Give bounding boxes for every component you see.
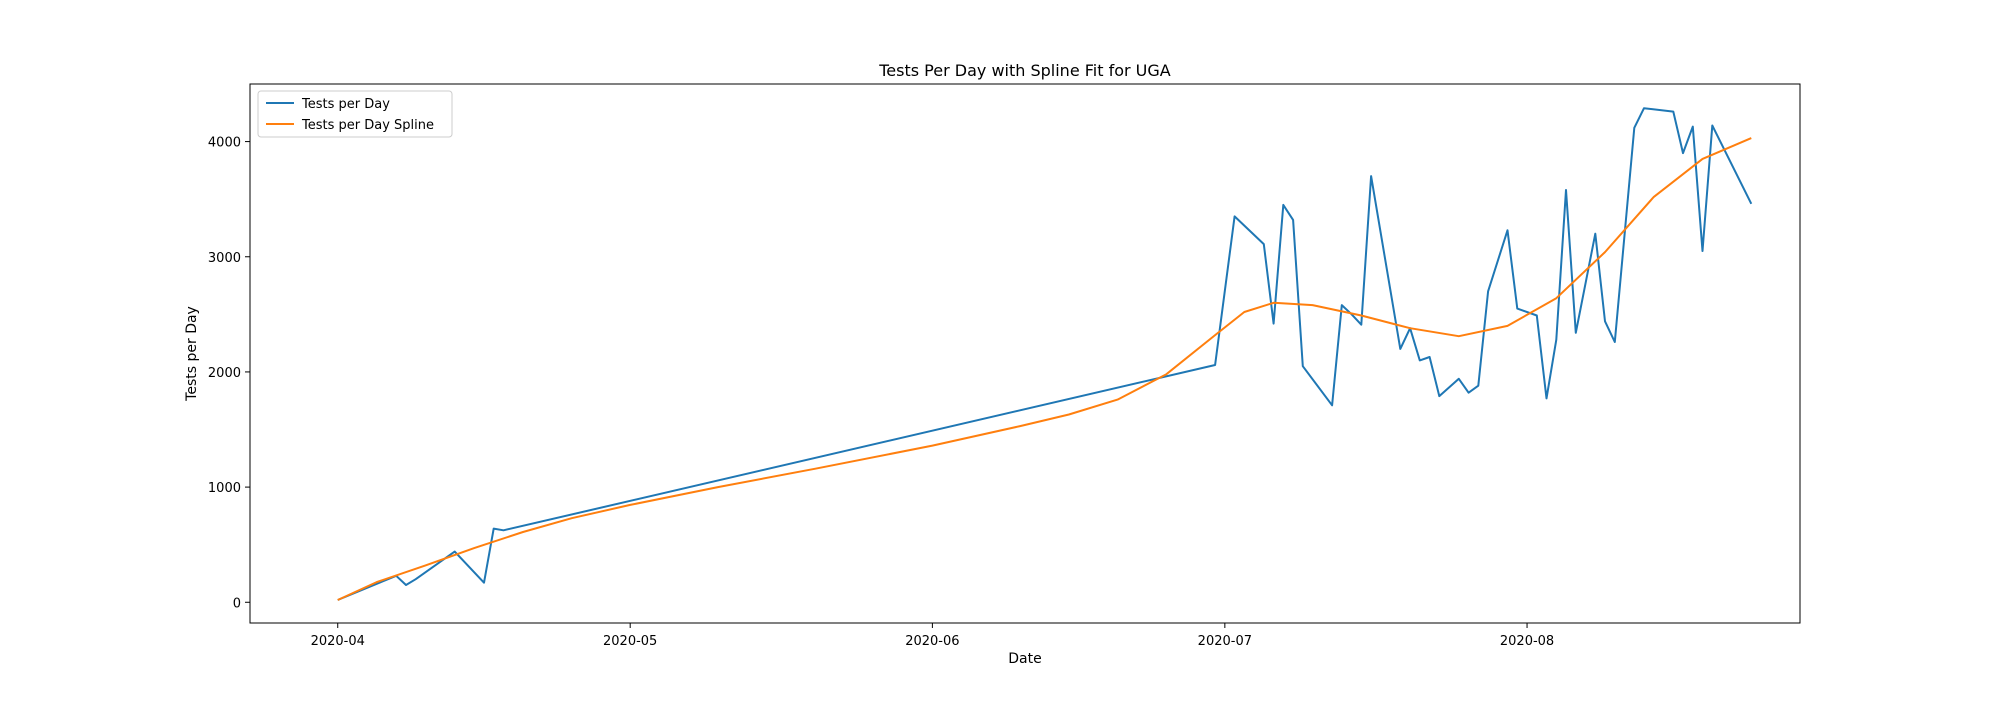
x-axis-label: Date: [1008, 651, 1041, 667]
y-axis: 0 1000 2000 3000 4000: [208, 136, 250, 611]
series-line-tests-per-day: [337, 107, 1753, 601]
y-tick-label: 0: [233, 596, 241, 611]
x-tick-label: 2020-07: [1198, 634, 1252, 649]
plot-frame: [249, 83, 1801, 624]
x-tick-label: 2020-06: [905, 634, 959, 649]
y-tick-label: 1000: [208, 481, 241, 496]
x-axis: 2020-04 2020-05 2020-06 2020-07 2020-08: [311, 623, 1554, 649]
plot-lines: [337, 107, 1753, 601]
y-axis-label: Tests per Day: [184, 306, 200, 402]
y-tick-label: 3000: [208, 251, 241, 266]
legend-label: Tests per Day Spline: [301, 118, 434, 133]
y-tick-label: 2000: [208, 366, 241, 381]
y-tick-label: 4000: [208, 136, 241, 151]
x-tick-label: 2020-05: [603, 634, 657, 649]
series-line-tests-per-day-spline: [337, 137, 1752, 601]
chart-title: Tests Per Day with Spline Fit for UGA: [878, 61, 1171, 80]
x-tick-label: 2020-08: [1500, 634, 1554, 649]
x-tick-label: 2020-04: [311, 634, 365, 649]
legend-label: Tests per Day: [301, 97, 390, 112]
legend: Tests per Day Tests per Day Spline: [257, 90, 453, 138]
legend-box: [257, 90, 453, 138]
